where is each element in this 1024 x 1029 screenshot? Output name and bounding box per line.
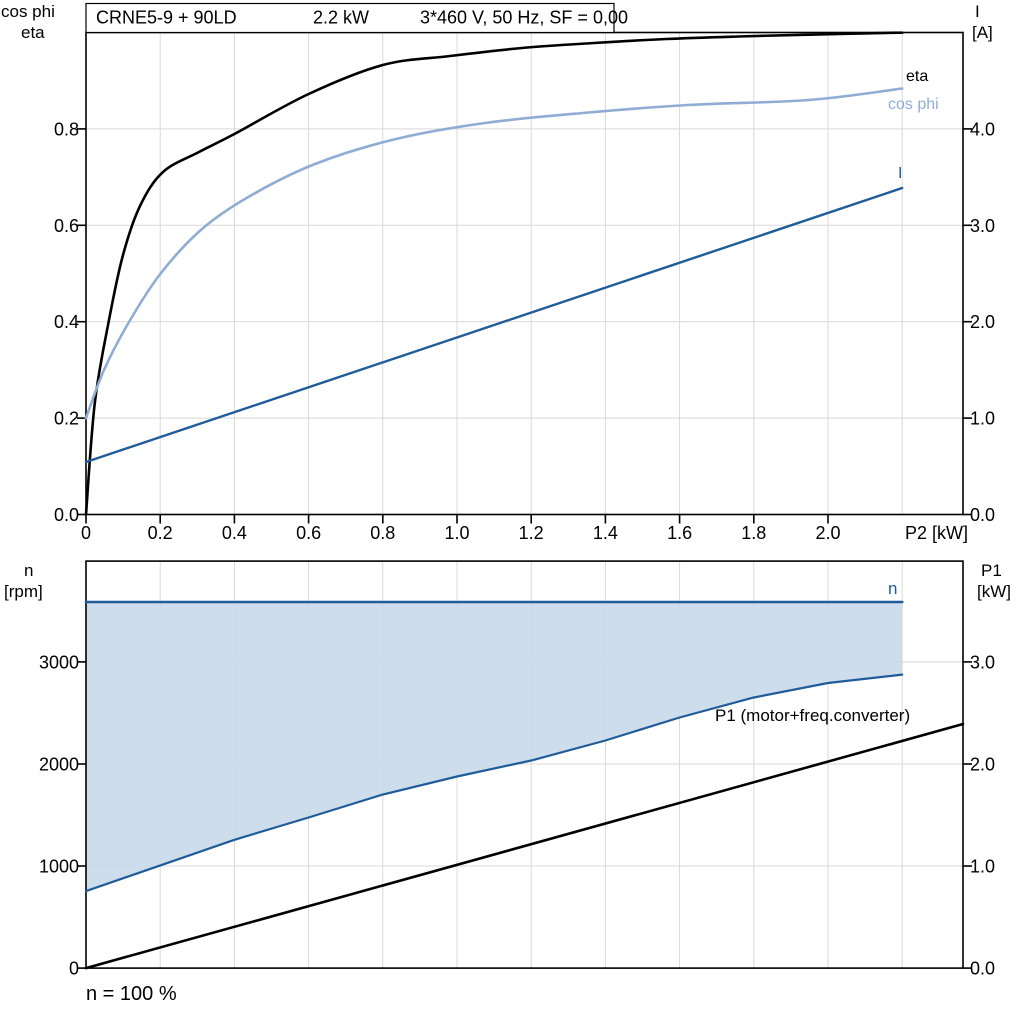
svg-text:0.0: 0.0: [970, 959, 995, 979]
svg-text:1.0: 1.0: [970, 857, 995, 877]
svg-text:n: n: [24, 561, 33, 580]
svg-text:[kW]: [kW]: [977, 582, 1011, 601]
svg-text:2.0: 2.0: [970, 312, 995, 332]
svg-text:3.0: 3.0: [970, 216, 995, 236]
svg-text:0.4: 0.4: [54, 312, 79, 332]
svg-text:[A]: [A]: [972, 23, 993, 42]
svg-text:0: 0: [81, 523, 91, 543]
svg-text:eta: eta: [21, 23, 45, 42]
svg-text:1.6: 1.6: [667, 523, 692, 543]
svg-text:P1: P1: [981, 561, 1002, 580]
svg-text:0.6: 0.6: [54, 216, 79, 236]
svg-text:cos phi: cos phi: [1, 2, 55, 21]
svg-text:2.0: 2.0: [970, 755, 995, 775]
svg-text:1000: 1000: [39, 857, 79, 877]
svg-text:CRNE5-9 + 90LD 2.2 kW: CRNE5-9 + 90LD 2.2 kW 3*460 V, 50 Hz, SF…: [96, 8, 628, 28]
svg-text:1.4: 1.4: [593, 523, 618, 543]
svg-text:0.8: 0.8: [370, 523, 395, 543]
svg-text:P1 (motor+freq.converter): P1 (motor+freq.converter): [715, 706, 910, 725]
svg-text:0.2: 0.2: [54, 409, 79, 429]
svg-text:2.0: 2.0: [815, 523, 840, 543]
svg-text:n: n: [888, 579, 897, 598]
svg-text:1.0: 1.0: [444, 523, 469, 543]
svg-text:I: I: [898, 165, 902, 182]
svg-text:0: 0: [69, 959, 79, 979]
svg-text:1.2: 1.2: [519, 523, 544, 543]
svg-text:0.0: 0.0: [54, 505, 79, 525]
svg-text:3000: 3000: [39, 652, 79, 672]
svg-text:P2 [kW]: P2 [kW]: [905, 523, 968, 543]
svg-text:0.8: 0.8: [54, 119, 79, 139]
svg-text:0.4: 0.4: [222, 523, 247, 543]
svg-text:4.0: 4.0: [970, 119, 995, 139]
svg-text:I: I: [975, 2, 980, 21]
svg-text:0.0: 0.0: [970, 505, 995, 525]
svg-text:0.2: 0.2: [148, 523, 173, 543]
svg-text:2000: 2000: [39, 755, 79, 775]
svg-text:1.0: 1.0: [970, 409, 995, 429]
svg-text:1.8: 1.8: [741, 523, 766, 543]
svg-text:3.0: 3.0: [970, 652, 995, 672]
svg-text:[rpm]: [rpm]: [4, 582, 43, 601]
svg-text:eta: eta: [906, 68, 928, 85]
svg-text:n = 100 %: n = 100 %: [86, 983, 177, 1005]
svg-text:cos phi: cos phi: [888, 96, 939, 113]
svg-text:0.6: 0.6: [296, 523, 321, 543]
